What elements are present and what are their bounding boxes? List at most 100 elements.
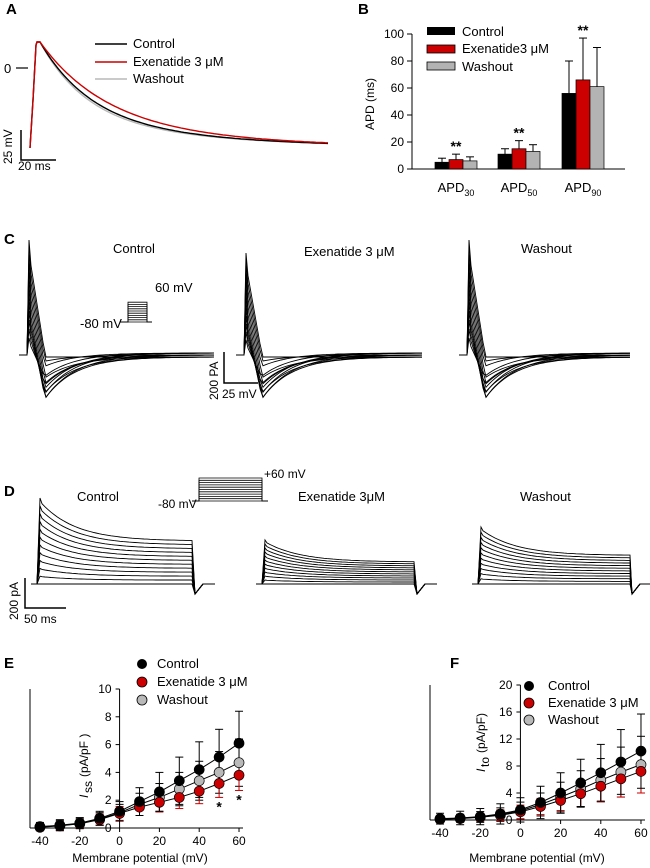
data-point (114, 805, 125, 817)
data-point (154, 796, 165, 808)
c-current-trace (236, 276, 422, 378)
d-current-trace (31, 583, 215, 595)
d-current-trace (256, 555, 437, 596)
panel-c: C Control Exenatide 3 μM Washout 60 mV -… (4, 231, 631, 401)
b-bars: ** ** ** (434, 22, 605, 170)
data-point (173, 792, 185, 803)
data-point (213, 751, 225, 763)
d-current-trace (256, 575, 437, 596)
b-significance: ** (578, 22, 589, 38)
data-point (575, 777, 587, 789)
ap-trace-control (29, 41, 329, 149)
y-tick-label: 4 (506, 786, 513, 800)
d-current-trace (31, 513, 215, 596)
data-point (233, 737, 245, 749)
d-current-trace (256, 546, 437, 596)
y-tick-label: 0 (105, 821, 112, 835)
d-title-control: Control (77, 489, 119, 504)
b-category-label: APD50 (501, 180, 538, 198)
d-current-trace (256, 579, 437, 595)
data-point (193, 764, 205, 775)
d-current-trace (472, 525, 650, 596)
c-traces (19, 239, 631, 399)
c-title-washout: Washout (521, 241, 572, 256)
d-protocol-step (192, 489, 268, 502)
e-x-label: Membrane potential (mV) (72, 851, 207, 865)
scale-d-current: 200 pA (7, 582, 21, 620)
y-tick-label: 8 (105, 710, 112, 724)
ap-traces (29, 41, 329, 149)
d-current-trace (31, 505, 215, 596)
b-y-label: APD (ms) (363, 78, 377, 130)
data-point (213, 767, 225, 778)
c-current-trace (236, 260, 422, 362)
legend-e-washout-marker (136, 694, 148, 706)
legend-f-control-marker (524, 681, 534, 691)
x-tick-label: 40 (193, 834, 207, 848)
c-current-trace (459, 239, 630, 358)
panel-d: D Control Exenatide 3μM Washout +60 mV -… (4, 467, 650, 626)
c-current-trace (19, 257, 215, 367)
d-current-trace (256, 538, 437, 596)
d-protocol-step (192, 477, 268, 502)
d-current-trace (472, 557, 650, 596)
d-current-trace (472, 578, 650, 596)
d-current-trace (31, 575, 215, 596)
d-current-trace (256, 542, 437, 596)
b-category-sub: 90 (591, 188, 601, 198)
b-category-sub: 30 (464, 188, 474, 198)
y-tick-label: 6 (105, 738, 112, 752)
d-title-washout: Washout (520, 489, 571, 504)
c-protocol (120, 301, 152, 323)
d-current-trace (31, 535, 215, 596)
scale-bar-c (223, 352, 258, 384)
d-current-trace (31, 527, 215, 596)
legend-e-exenatide: Exenatide 3 μM (157, 674, 248, 689)
b-y-tick-label: 40 (391, 108, 405, 122)
d-current-trace (472, 551, 650, 596)
data-point (94, 812, 106, 824)
bar-APD90-1 (575, 79, 591, 170)
x-tick-label: 60 (634, 826, 648, 840)
y-tick-label: 4 (105, 765, 112, 779)
d-current-trace (256, 563, 437, 596)
x-tick-label: 20 (153, 834, 167, 848)
d-current-trace (472, 562, 650, 596)
panel-f-label: F (450, 655, 459, 672)
d-current-trace (256, 550, 437, 596)
f-plot (434, 713, 647, 826)
data-point (154, 786, 165, 798)
bar-APD50-0 (497, 153, 513, 170)
b-category-main: APD (501, 180, 528, 195)
data-point (233, 757, 245, 769)
data-point (173, 775, 185, 787)
legend-e-exenatide-marker (136, 676, 148, 688)
f-y-label: I to (pA/pF) (474, 713, 492, 772)
b-y-tick-label: 80 (391, 54, 405, 68)
b-y-tick-label: 60 (391, 81, 405, 95)
data-point (454, 812, 466, 824)
ap-trace-exenatide (29, 41, 329, 149)
scale-a-voltage: 25 mV (1, 129, 15, 164)
legend-f-washout: Washout (548, 712, 599, 727)
data-point (134, 796, 145, 807)
data-point (34, 821, 46, 832)
legend-e-control: Control (157, 656, 199, 671)
panel-f: F -40 -20 0 20 40 60 0 4 8 12 16 20 Membrane potent… (429, 655, 648, 865)
d-current-trace (472, 573, 650, 596)
legend-f-exenatide: Exenatide 3 μM (548, 695, 639, 710)
f-y-label-main: I (474, 768, 488, 772)
legend-b-washout-swatch (426, 61, 456, 71)
data-point (595, 780, 607, 792)
d-protocol-low: -80 mV (158, 497, 197, 511)
f-y-label-sub: to (478, 757, 492, 767)
scale-d-time: 50 ms (24, 612, 57, 626)
legend-e-washout: Washout (157, 692, 208, 707)
d-current-trace (31, 521, 215, 596)
c-current-trace (459, 248, 631, 362)
b-category-label: APD90 (565, 180, 602, 198)
d-current-trace (472, 541, 650, 596)
data-point (615, 756, 627, 768)
d-current-trace (31, 543, 215, 596)
